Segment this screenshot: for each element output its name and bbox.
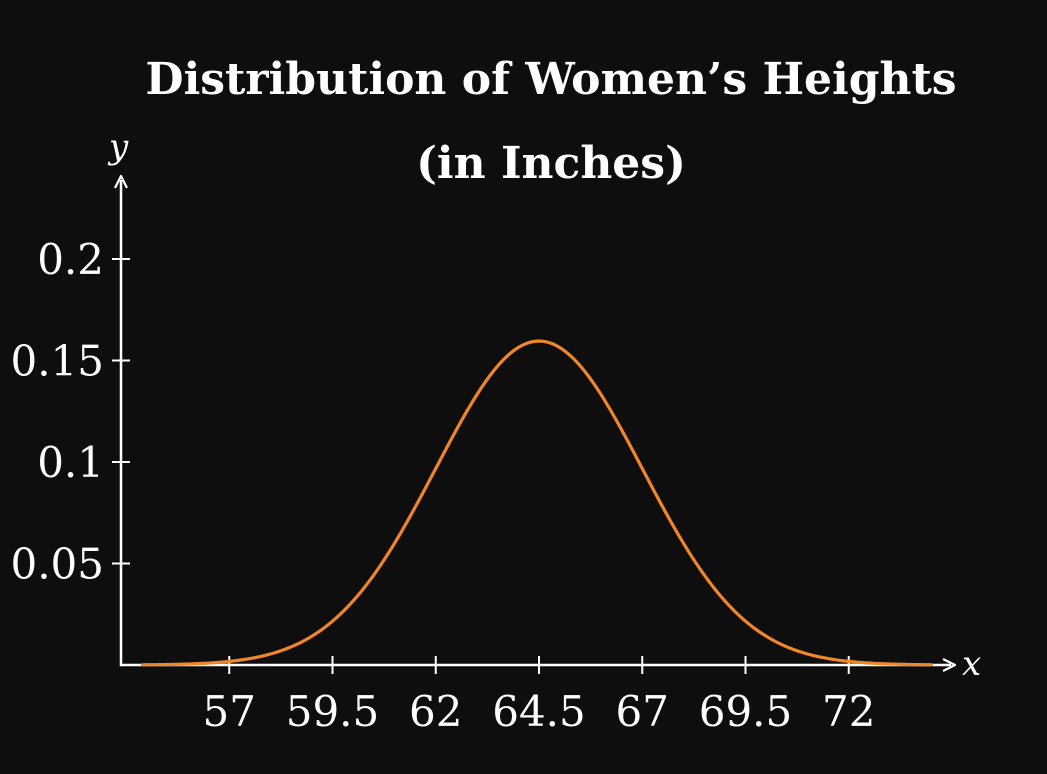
chart-title-line-1: Distribution of Women’s Heights xyxy=(145,54,957,105)
y-axis-arrow-icon xyxy=(114,174,128,189)
x-axis-arrow-icon xyxy=(942,658,957,672)
x-tick-label: 72 xyxy=(822,687,875,736)
x-tick-label: 64.5 xyxy=(492,687,586,736)
y-tick-label: 0.05 xyxy=(10,540,104,589)
y-tick-label: 0.15 xyxy=(10,337,104,386)
x-axis-ticks: 57 59.5 62 64.5 67 69.5 72 xyxy=(203,656,875,736)
chart-title-line-2: (in Inches) xyxy=(416,138,686,189)
x-axis-label: x xyxy=(962,644,981,684)
chart-title: Distribution of Women’s Heights (in Inch… xyxy=(0,38,1047,206)
x-tick-label: 62 xyxy=(409,687,462,736)
y-tick-label: 0.2 xyxy=(37,235,104,284)
x-tick-label: 69.5 xyxy=(699,687,793,736)
y-axis-ticks: 0.05 0.1 0.15 0.2 xyxy=(10,235,130,589)
y-axis-label: y xyxy=(107,127,129,167)
x-tick-label: 59.5 xyxy=(286,687,380,736)
normal-distribution-curve xyxy=(140,339,933,667)
y-tick-label: 0.1 xyxy=(37,438,104,487)
x-tick-label: 57 xyxy=(203,687,256,736)
axes xyxy=(114,174,957,672)
x-tick-label: 67 xyxy=(616,687,669,736)
